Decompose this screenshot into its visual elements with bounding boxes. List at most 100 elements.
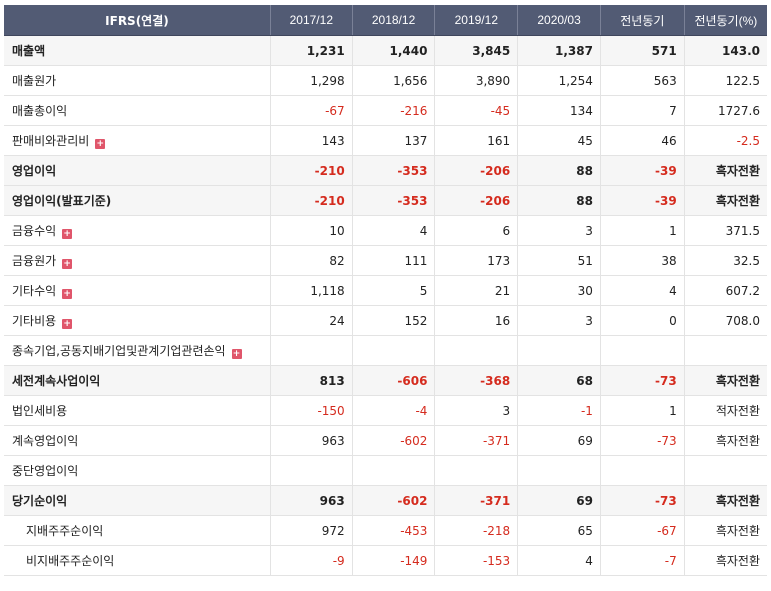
header-period: 2017/12 [270,5,353,36]
value-cell: -216 [352,95,436,126]
value-cell: -150 [270,395,353,426]
value-cell: 적자전환 [684,395,767,426]
value-cell: 1,298 [270,65,353,96]
plus-square-icon[interactable]: + [231,349,242,359]
row-label-cell[interactable]: 기타비용 + [4,305,271,336]
value-cell [352,455,436,486]
row-label-cell: 매출액 [4,35,271,66]
row-label-cell[interactable]: 기타수익 + [4,275,271,306]
value-cell: 708.0 [684,305,767,336]
row-label-cell[interactable]: 금융원가 + [4,245,271,276]
value-cell: -210 [270,155,353,186]
row-label-cell[interactable]: 종속기업,공동지배기업및관계기업관련손익 + [4,335,271,366]
value-cell: 82 [270,245,353,276]
plus-square-icon[interactable]: + [95,139,106,149]
table-row: 세전계속사업이익 813 -606 -368 68 -73 흑자전환 [4,365,767,396]
row-label: 세전계속사업이익 [12,374,101,388]
row-label: 당기순이익 [12,494,68,508]
header-prev-year-pct: 전년동기(%) [684,5,767,36]
value-cell: -602 [352,425,436,456]
value-cell [352,335,436,366]
value-cell: 161 [434,125,519,156]
value-cell: -149 [352,545,436,576]
row-label-cell[interactable]: 금융수익 + [4,215,271,246]
value-cell: 972 [270,515,353,546]
row-label: 비지배주주순이익 [26,554,115,568]
table-row: 비지배주주순이익 -9 -149 -153 4 -7 흑자전환 [4,545,767,576]
value-cell: 흑자전환 [684,425,767,456]
value-cell: 4 [352,215,436,246]
value-cell: 흑자전환 [684,485,767,516]
value-cell: 111 [352,245,436,276]
value-cell: -39 [600,185,685,216]
value-cell: 1 [600,395,685,426]
value-cell: -67 [270,95,353,126]
value-cell: 3 [434,395,519,426]
value-cell: 371.5 [684,215,767,246]
value-cell: 68 [517,365,601,396]
value-cell: -1 [517,395,601,426]
plus-square-icon[interactable]: + [62,259,73,269]
table-header: IFRS(연결) 2017/12 2018/12 2019/12 2020/03… [4,5,767,36]
table-row: 매출액 1,231 1,440 3,845 1,387 571 143.0 [4,35,767,66]
table-row: 기타비용 +24 152 16 3 0 708.0 [4,305,767,336]
value-cell: 4 [600,275,685,306]
row-label: 영업이익 [12,164,57,178]
value-cell: -602 [352,485,436,516]
value-cell: 963 [270,485,353,516]
row-label-cell: 영업이익 [4,155,271,186]
value-cell: 1,254 [517,65,601,96]
value-cell: 143 [270,125,353,156]
value-cell: -368 [434,365,519,396]
table-row: 금융수익 +10 4 6 3 1 371.5 [4,215,767,246]
header-label: IFRS(연결) [4,5,271,36]
value-cell: 137 [352,125,436,156]
value-cell [684,335,767,366]
row-label-cell: 매출원가 [4,65,271,96]
value-cell: -371 [434,425,519,456]
value-cell: 3 [517,305,601,336]
value-cell [517,455,601,486]
table-row: 종속기업,공동지배기업및관계기업관련손익 + [4,335,767,366]
value-cell [434,455,519,486]
table-row: 중단영업이익 [4,455,767,486]
row-label-cell: 영업이익(발표기준) [4,185,271,216]
row-label: 종속기업,공동지배기업및관계기업관련손익 [12,344,226,358]
value-cell: 7 [600,95,685,126]
value-cell: -7 [600,545,685,576]
value-cell: 1,118 [270,275,353,306]
row-label-cell[interactable]: 판매비와관리비 + [4,125,271,156]
value-cell: 24 [270,305,353,336]
value-cell: 1,231 [270,35,353,66]
row-label-cell: 매출총이익 [4,95,271,126]
plus-square-icon[interactable]: + [62,229,73,239]
header-period: 2018/12 [352,5,436,36]
row-label: 중단영업이익 [12,464,79,478]
row-label-cell: 지배주주순이익 [4,515,271,546]
value-cell: 813 [270,365,353,396]
value-cell: 69 [517,485,601,516]
table-row: 기타수익 +1,118 5 21 30 4 607.2 [4,275,767,306]
value-cell: 10 [270,215,353,246]
value-cell: 51 [517,245,601,276]
value-cell: 1727.6 [684,95,767,126]
value-cell: 16 [434,305,519,336]
financial-statement-panel: IFRS(연결) 2017/12 2018/12 2019/12 2020/03… [0,5,771,591]
row-label: 판매비와관리비 [12,134,90,148]
value-cell: -606 [352,365,436,396]
value-cell: 607.2 [684,275,767,306]
row-label: 금융수익 [12,224,57,238]
table-row: 금융원가 +82 111 173 51 38 32.5 [4,245,767,276]
value-cell: 3,890 [434,65,519,96]
table-row: 영업이익 -210 -353 -206 88 -39 흑자전환 [4,155,767,186]
plus-square-icon[interactable]: + [62,319,73,329]
value-cell: 3 [517,215,601,246]
income-statement-table: IFRS(연결) 2017/12 2018/12 2019/12 2020/03… [4,5,767,576]
value-cell: 134 [517,95,601,126]
plus-square-icon[interactable]: + [62,289,73,299]
value-cell: 963 [270,425,353,456]
value-cell: 143.0 [684,35,767,66]
table-row: 판매비와관리비 +143 137 161 45 46 -2.5 [4,125,767,156]
value-cell: -206 [434,185,519,216]
value-cell: 흑자전환 [684,185,767,216]
